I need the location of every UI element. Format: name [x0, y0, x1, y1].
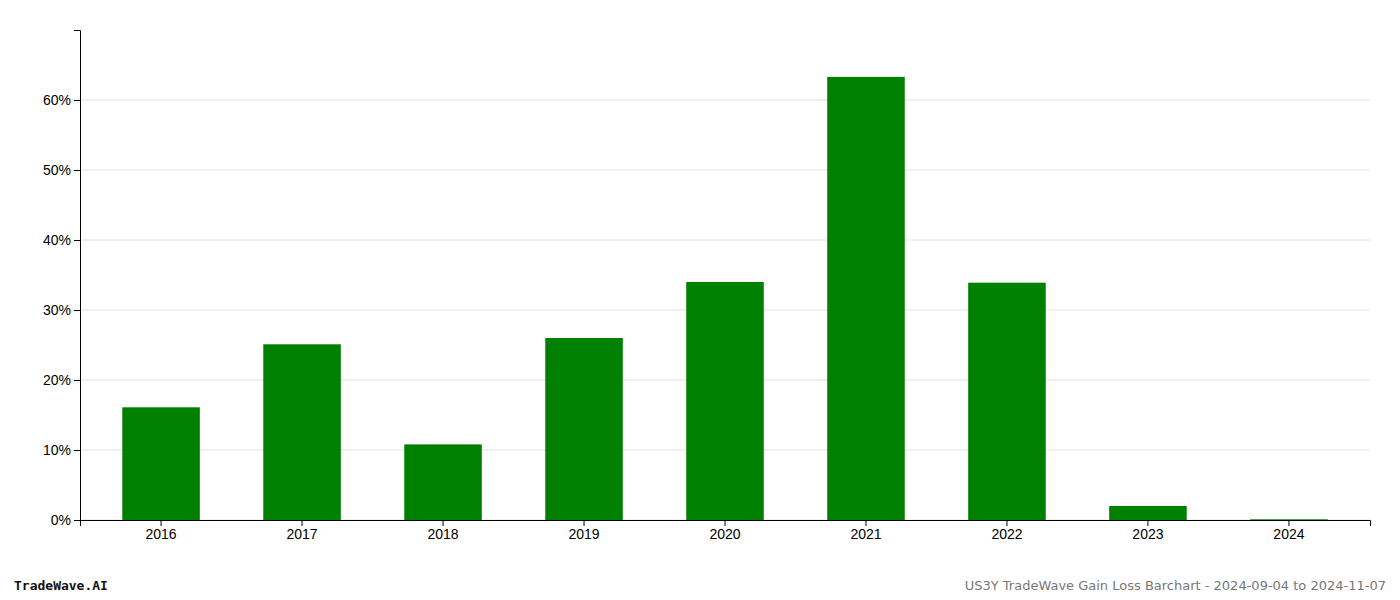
y-tick-mark: [74, 100, 80, 101]
x-tick: 2021: [850, 520, 881, 542]
grid-line: [80, 100, 1370, 101]
y-tick: 10%: [43, 442, 80, 458]
y-tick-label: 0%: [51, 512, 71, 528]
x-tick-label: 2016: [145, 526, 176, 542]
x-tick: 2019: [568, 520, 599, 542]
x-tick: 2024: [1273, 520, 1304, 542]
bar: [122, 407, 200, 520]
bar: [1109, 506, 1187, 520]
y-tick-mark: [74, 240, 80, 241]
x-tick-label: 2024: [1273, 526, 1304, 542]
bar: [827, 77, 905, 520]
y-tick-mark: [74, 450, 80, 451]
x-tick-label: 2018: [427, 526, 458, 542]
y-tick: 30%: [43, 302, 80, 318]
y-axis-line: [74, 31, 81, 521]
footer-left: TradeWave.AI: [14, 578, 108, 593]
x-tick-label: 2021: [850, 526, 881, 542]
x-tick: 2020: [709, 520, 740, 542]
y-tick-mark: [74, 380, 80, 381]
bar: [1250, 519, 1328, 520]
y-tick-label: 10%: [43, 442, 71, 458]
grid-line: [80, 170, 1370, 171]
x-tick: 2016: [145, 520, 176, 542]
y-axis: 0% 10% 20% 30% 40% 50% 60%: [43, 31, 81, 528]
y-tick-label: 60%: [43, 92, 71, 108]
y-tick: 60%: [43, 92, 80, 108]
x-tick-label: 2017: [286, 526, 317, 542]
x-tick: 2017: [286, 520, 317, 542]
x-tick-label: 2019: [568, 526, 599, 542]
x-tick-label: 2020: [709, 526, 740, 542]
y-tick-label: 30%: [43, 302, 71, 318]
grid: [80, 100, 1370, 520]
y-tick: 50%: [43, 162, 80, 178]
grid-line: [80, 240, 1370, 241]
footer-right: US3Y TradeWave Gain Loss Barchart - 2024…: [965, 578, 1386, 593]
bar: [686, 282, 764, 520]
y-tick-mark: [74, 520, 80, 521]
x-tick: 2023: [1132, 520, 1163, 542]
x-tick-label: 2023: [1132, 526, 1163, 542]
y-tick: 40%: [43, 232, 80, 248]
y-tick-label: 40%: [43, 232, 71, 248]
x-axis: 2016 2017 2018 2019 2020 2021 2022 2023 2024: [81, 520, 1371, 542]
y-tick-label: 50%: [43, 162, 71, 178]
x-tick: 2022: [991, 520, 1022, 542]
bar: [968, 283, 1046, 520]
bar: [263, 344, 341, 520]
x-tick: 2018: [427, 520, 458, 542]
y-tick: 20%: [43, 372, 80, 388]
bar: [404, 444, 482, 520]
y-tick-label: 20%: [43, 372, 71, 388]
plot-area: 2016 2017 2018 2019 2020 2021 2022 2023 2024 0% 10…: [43, 31, 1371, 542]
x-tick-label: 2022: [991, 526, 1022, 542]
chart-container: 2016 2017 2018 2019 2020 2021 2022 2023 2024 0% 10…: [0, 0, 1400, 600]
y-tick-mark: [74, 170, 80, 171]
bar: [545, 338, 623, 520]
bars: [122, 77, 1327, 520]
y-tick-mark: [74, 310, 80, 311]
chart-svg: 2016 2017 2018 2019 2020 2021 2022 2023 2024 0% 10…: [0, 0, 1400, 600]
y-tick: 0%: [51, 512, 80, 528]
